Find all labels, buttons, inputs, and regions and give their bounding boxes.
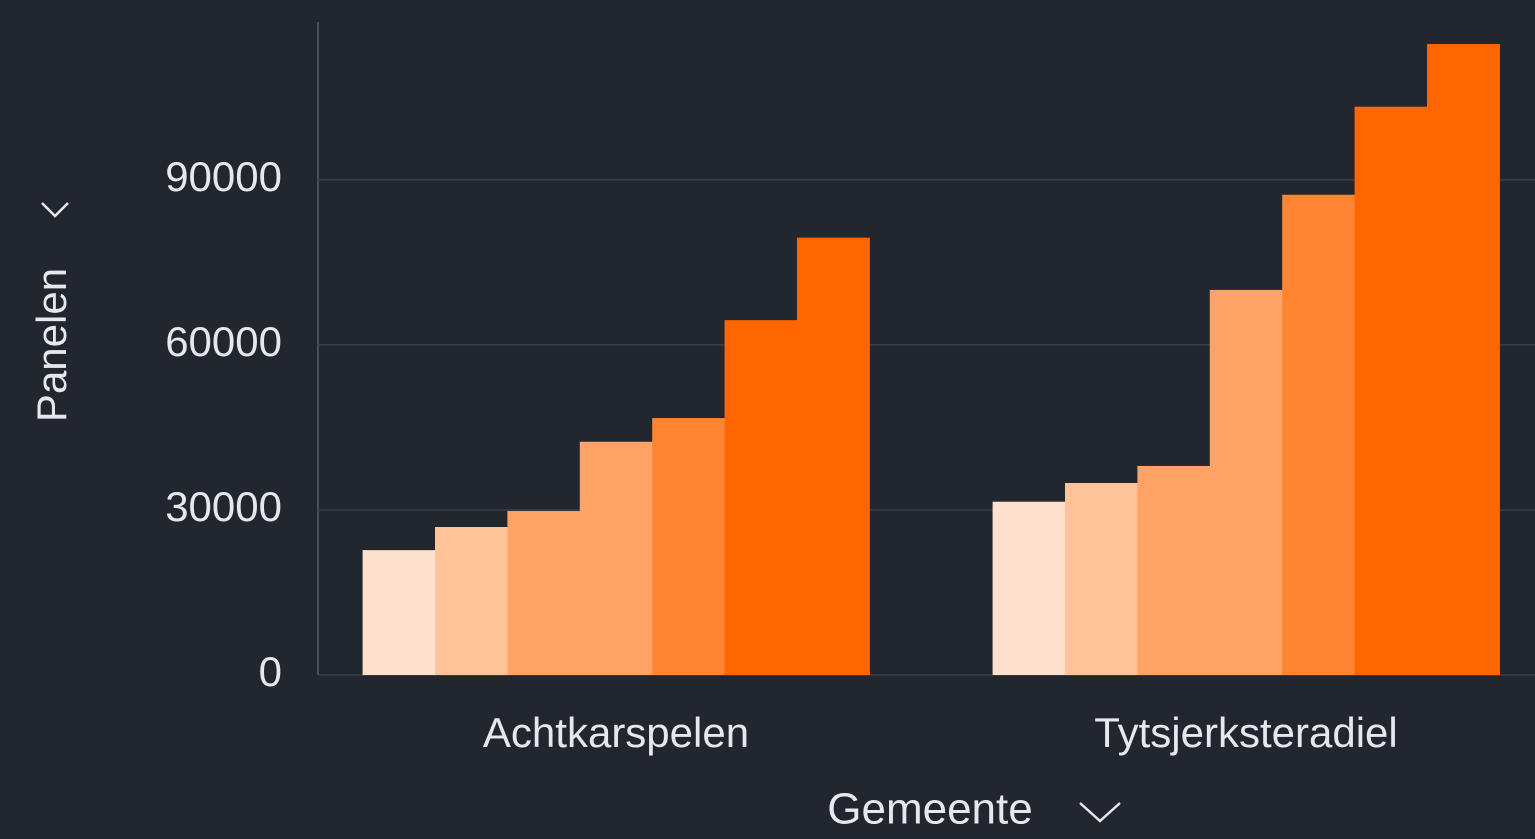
bar bbox=[1427, 44, 1500, 675]
x-tick-label: Tytsjerksteradiel bbox=[1094, 709, 1397, 756]
bar bbox=[1354, 106, 1428, 675]
x-axis-title[interactable]: Gemeente bbox=[827, 785, 1032, 834]
y-tick-label: 0 bbox=[259, 648, 282, 695]
bar bbox=[724, 320, 798, 675]
bar bbox=[1065, 483, 1138, 675]
bar bbox=[1209, 289, 1283, 675]
x-tick-label: Achtkarspelen bbox=[483, 709, 749, 756]
y-tick-label: 60000 bbox=[165, 318, 282, 365]
y-axis-title[interactable]: Panelen bbox=[28, 268, 75, 422]
bar bbox=[507, 511, 581, 675]
bar bbox=[992, 501, 1066, 675]
bar bbox=[579, 441, 653, 675]
bar bbox=[652, 418, 726, 675]
x-axis-title-group[interactable]: Gemeente bbox=[827, 785, 1121, 834]
bar bbox=[797, 237, 870, 675]
y-tick-label: 90000 bbox=[165, 153, 282, 200]
y-axis-chevron[interactable] bbox=[41, 202, 69, 218]
bar bbox=[435, 527, 508, 675]
bar bbox=[362, 550, 436, 675]
bar bbox=[1137, 465, 1211, 675]
y-axis-title-group[interactable]: Panelen bbox=[28, 202, 75, 422]
y-tick-label: 30000 bbox=[165, 483, 282, 530]
bar bbox=[1282, 194, 1356, 675]
x-axis-chevron[interactable] bbox=[1079, 802, 1121, 823]
